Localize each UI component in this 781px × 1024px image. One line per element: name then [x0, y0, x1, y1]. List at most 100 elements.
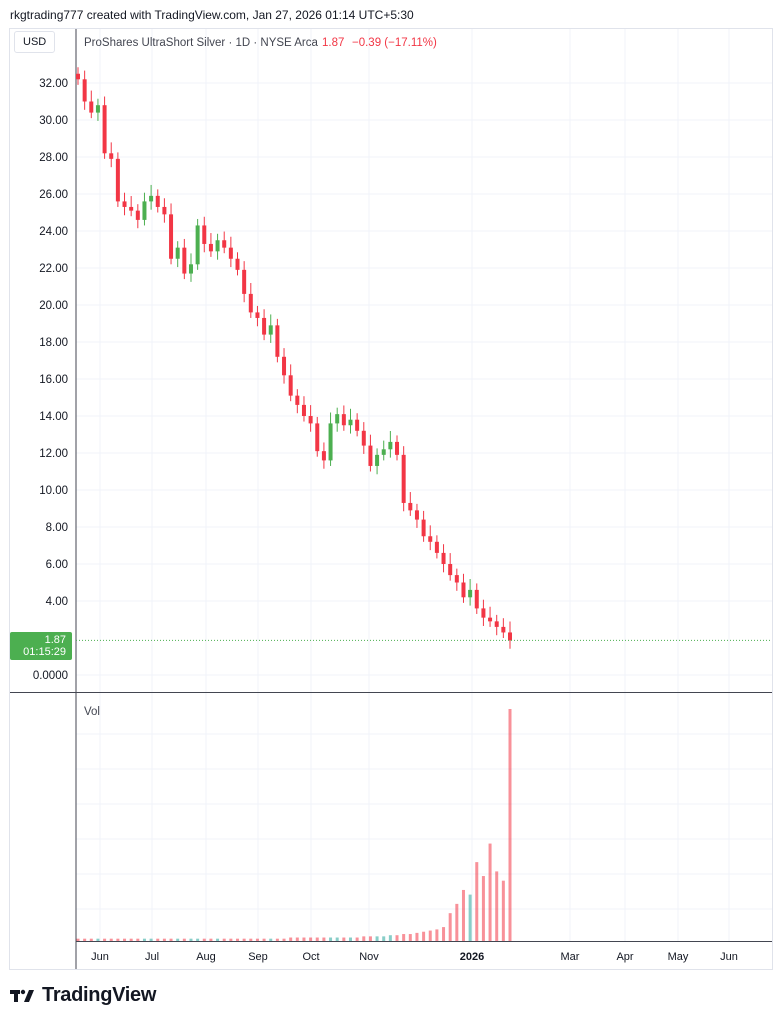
- candle-body: [235, 258, 240, 270]
- x-tick-label: Aug: [196, 951, 216, 963]
- series-legend-last: 1.87: [322, 37, 344, 49]
- bar-countdown: 01:15:29: [23, 646, 66, 658]
- volume-bar: [415, 932, 419, 941]
- volume-bar: [222, 938, 226, 941]
- candle-body: [129, 206, 134, 211]
- x-tick-label: Nov: [359, 951, 379, 963]
- volume-bar: [448, 913, 452, 941]
- chart-caption: rkgtrading777 created with TradingView.c…: [10, 8, 414, 22]
- volume-bar: [302, 937, 306, 941]
- volume-bar: [229, 938, 233, 941]
- volume-bar: [309, 937, 313, 941]
- volume-bar: [162, 938, 166, 941]
- candle-body: [328, 423, 333, 461]
- candle-body: [401, 454, 406, 503]
- candle-body: [182, 247, 187, 274]
- candle-body: [288, 375, 293, 396]
- volume-bar: [368, 936, 372, 941]
- volume-bar: [508, 709, 512, 941]
- x-tick-label: Sep: [248, 951, 268, 963]
- volume-label: Vol: [84, 706, 100, 718]
- candle-body: [248, 293, 253, 313]
- y-tick-label: 18.00: [39, 337, 68, 349]
- candle-body: [308, 416, 313, 424]
- volume-bar: [262, 938, 266, 941]
- candle-body: [295, 395, 300, 405]
- candle-body: [169, 214, 174, 259]
- y-tick-label: 30.00: [39, 115, 68, 127]
- candle-body: [242, 269, 247, 294]
- volume-bar: [202, 938, 206, 941]
- volume-bar: [242, 938, 246, 941]
- volume-bar: [282, 938, 286, 941]
- chart-canvas[interactable]: Jun Jul Aug Sep Oct Nov 2026 Mar Apr May Jun 32.00 3…: [10, 29, 772, 969]
- candle-body: [381, 449, 386, 455]
- candle-body: [421, 519, 426, 537]
- y-tick-label: 6.00: [46, 559, 68, 571]
- candle-body: [175, 247, 180, 259]
- volume-bar: [342, 937, 346, 941]
- volume-bar: [129, 938, 133, 941]
- candle-body: [275, 325, 280, 357]
- y-tick-label: 14.00: [39, 411, 68, 423]
- candle-body: [361, 430, 366, 446]
- volume-bar: [388, 935, 392, 941]
- y-tick-label: 8.00: [46, 522, 68, 534]
- volume-bar: [455, 903, 459, 941]
- volume-bar: [461, 889, 465, 941]
- y-tick-label: 28.00: [39, 152, 68, 164]
- volume-bar: [83, 938, 87, 941]
- candle-body: [448, 564, 453, 576]
- candle-body: [315, 423, 320, 452]
- volume-bar: [315, 937, 319, 941]
- volume-bar: [289, 937, 293, 941]
- candle-body: [355, 419, 360, 431]
- candle-body: [368, 445, 373, 466]
- volume-bar: [481, 876, 485, 941]
- candle-body: [222, 240, 227, 248]
- x-tick-label: May: [668, 951, 689, 963]
- candle-body: [335, 414, 340, 424]
- y-tick-label: 22.00: [39, 263, 68, 275]
- x-tick-label: Jul: [145, 951, 159, 963]
- candle-body: [82, 79, 87, 102]
- volume-bar: [169, 938, 173, 941]
- candle-body: [155, 195, 160, 207]
- tradingview-logo[interactable]: TradingView: [10, 984, 156, 1007]
- candle-body: [262, 317, 267, 335]
- candle-body: [195, 225, 200, 265]
- volume-bar: [475, 862, 479, 941]
- candle-body: [481, 608, 486, 618]
- candle-body: [395, 441, 400, 455]
- x-tick-label: Jun: [91, 951, 109, 963]
- currency-label[interactable]: USD: [14, 31, 56, 53]
- volume-bar: [322, 937, 326, 941]
- candle-body: [188, 264, 193, 274]
- candle-body: [474, 589, 479, 609]
- candle-body: [388, 441, 393, 450]
- volume-bar: [501, 880, 505, 941]
- candle-body: [428, 536, 433, 542]
- candle-body: [461, 582, 466, 598]
- candle-body: [494, 621, 499, 627]
- candle-body: [228, 247, 233, 259]
- candle-body: [282, 356, 287, 376]
- candle-body: [441, 552, 446, 564]
- y-tick-label: 10.00: [39, 485, 68, 497]
- volume-bar: [142, 938, 146, 941]
- candle-body: [341, 414, 346, 426]
- x-tick-label: Apr: [616, 951, 633, 963]
- volume-bar: [442, 927, 446, 941]
- volume-bar: [428, 930, 432, 941]
- volume-bar: [435, 929, 439, 941]
- volume-bar: [149, 938, 153, 941]
- volume-bar: [236, 938, 240, 941]
- chart-panel[interactable]: Jun Jul Aug Sep Oct Nov 2026 Mar Apr May Jun 32.00 3…: [9, 28, 773, 970]
- volume-bar: [249, 938, 253, 941]
- series-legend-symbol: ProShares UltraShort Silver · 1D · NYSE …: [84, 37, 319, 49]
- candle-body: [348, 419, 353, 426]
- volume-bar: [269, 938, 273, 941]
- candle-body: [142, 201, 147, 220]
- y-tick-label: 12.00: [39, 448, 68, 460]
- volume-bar: [216, 938, 220, 941]
